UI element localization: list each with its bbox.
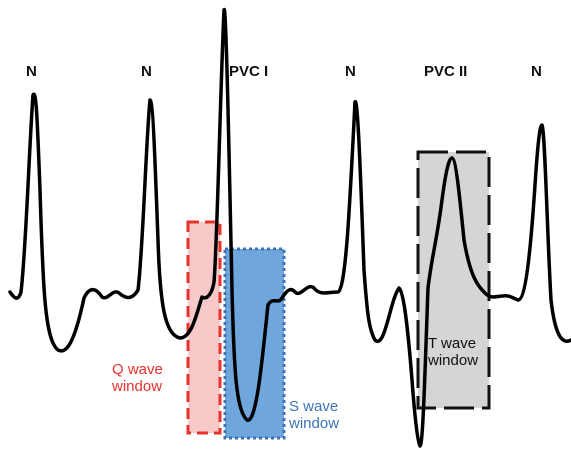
- s-wave-window-label: S wave window: [289, 398, 340, 432]
- beat-label-n-4: N: [531, 63, 542, 80]
- q-wave-window-label: Q wave window: [112, 361, 163, 395]
- beat-label-pvc-2: PVC II: [424, 63, 468, 80]
- beat-label-pvc-1: PVC I: [229, 63, 269, 80]
- beat-label-n-2: N: [141, 63, 152, 80]
- beat-label-n-3: N: [345, 63, 356, 80]
- ecg-trace: [8, 8, 571, 448]
- t-wave-window-label: T wave window: [428, 335, 479, 369]
- beat-label-n-1: N: [26, 63, 37, 80]
